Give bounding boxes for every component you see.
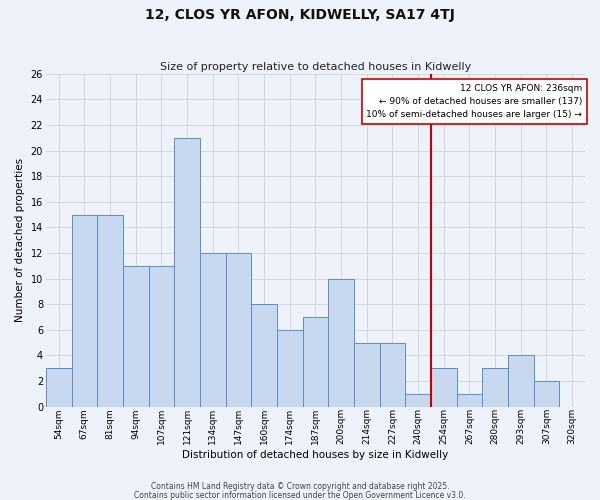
Text: 12, CLOS YR AFON, KIDWELLY, SA17 4TJ: 12, CLOS YR AFON, KIDWELLY, SA17 4TJ	[145, 8, 455, 22]
Bar	[251, 304, 277, 406]
Bar	[149, 266, 174, 406]
Bar	[174, 138, 200, 406]
X-axis label: Distribution of detached houses by size in Kidwelly: Distribution of detached houses by size …	[182, 450, 449, 460]
Bar	[226, 253, 251, 406]
Bar	[123, 266, 149, 406]
Bar	[354, 342, 380, 406]
Bar	[380, 342, 405, 406]
Bar	[482, 368, 508, 406]
Bar	[508, 356, 533, 406]
Y-axis label: Number of detached properties: Number of detached properties	[15, 158, 25, 322]
Bar	[200, 253, 226, 406]
Bar	[431, 368, 457, 406]
Bar	[405, 394, 431, 406]
Title: Size of property relative to detached houses in Kidwelly: Size of property relative to detached ho…	[160, 62, 471, 72]
Text: Contains HM Land Registry data © Crown copyright and database right 2025.: Contains HM Land Registry data © Crown c…	[151, 482, 449, 491]
Bar	[277, 330, 302, 406]
Bar	[71, 214, 97, 406]
Text: Contains public sector information licensed under the Open Government Licence v3: Contains public sector information licen…	[134, 490, 466, 500]
Bar	[533, 381, 559, 406]
Bar	[46, 368, 71, 406]
Bar	[97, 214, 123, 406]
Bar	[328, 278, 354, 406]
Text: 12 CLOS YR AFON: 236sqm
← 90% of detached houses are smaller (137)
10% of semi-d: 12 CLOS YR AFON: 236sqm ← 90% of detache…	[367, 84, 583, 119]
Bar	[302, 317, 328, 406]
Bar	[457, 394, 482, 406]
